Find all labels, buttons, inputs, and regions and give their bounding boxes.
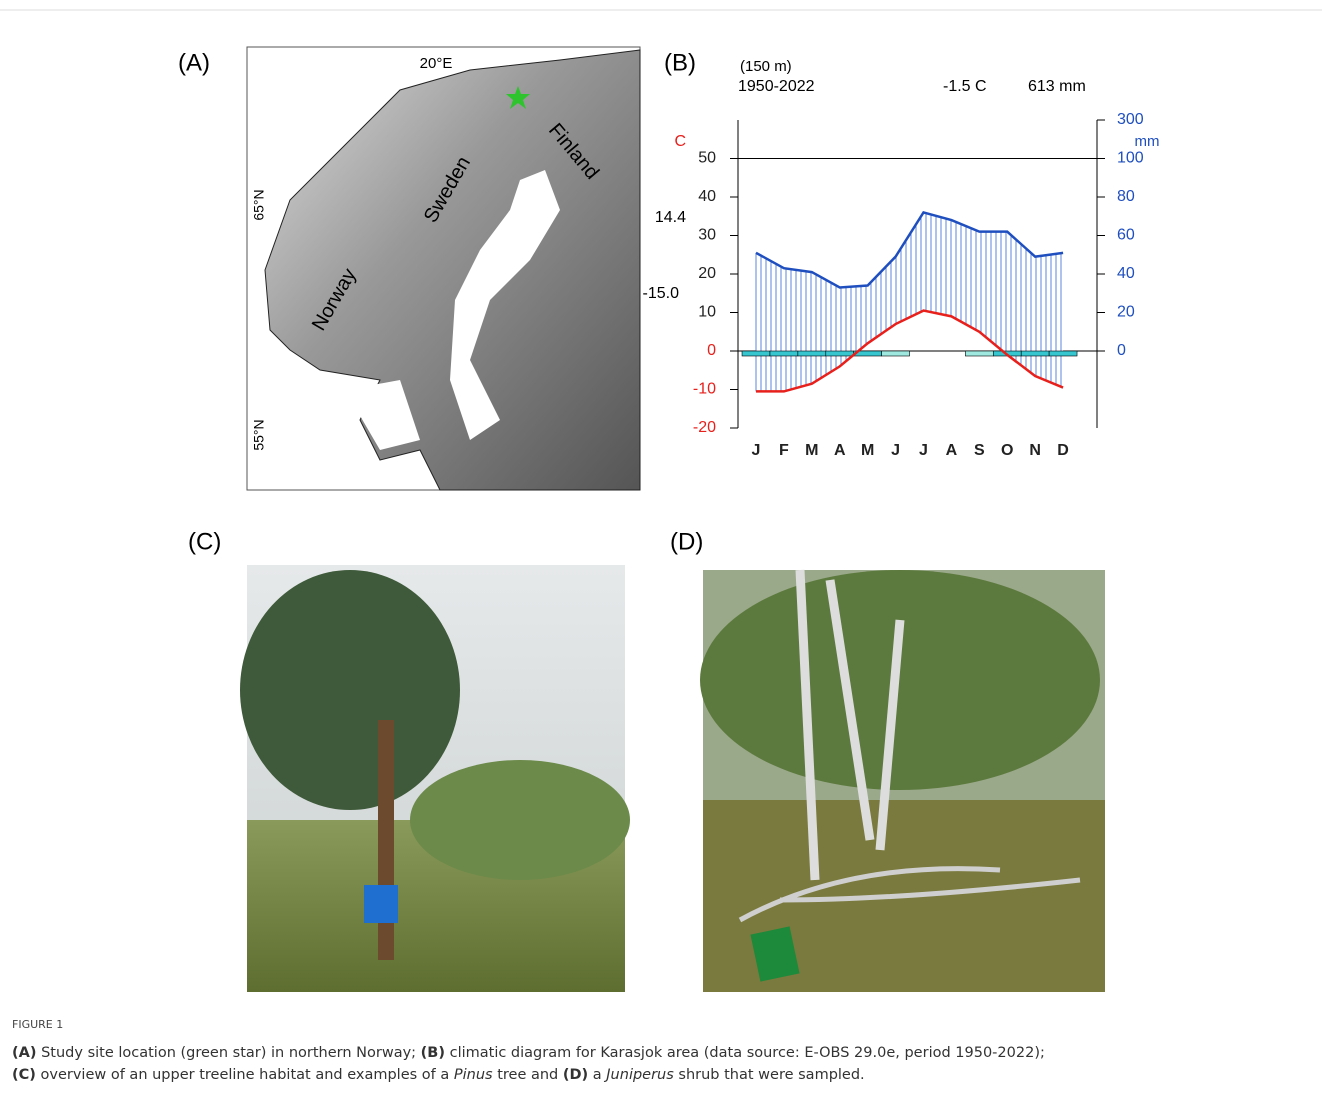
y-tick-label: -10 (693, 381, 716, 398)
person (364, 885, 398, 923)
caption: (A) Study site location (green star) in … (12, 1042, 1045, 1086)
foliage (700, 570, 1100, 790)
frost-bar (882, 351, 910, 356)
panel-label: (C) (188, 528, 221, 555)
y-tick-label: -20 (693, 419, 716, 436)
y2-tick-label: 40 (1117, 265, 1135, 282)
caption-part: (A) (12, 1045, 36, 1061)
y2-tick-label: 0 (1117, 342, 1126, 359)
caption-part: (C) (12, 1067, 36, 1083)
x-tick-label: F (779, 442, 789, 459)
y2-tick-label: 80 (1117, 188, 1135, 205)
chart-mean-temp: -1.5 C (943, 78, 987, 95)
caption-part: (D) (563, 1067, 588, 1083)
frost-bar (826, 351, 854, 356)
caption-part: Juniperus (606, 1067, 674, 1083)
chart-period: 1950-2022 (738, 78, 815, 95)
figure: (A) (B) (C) (D) 20°E 65°N 55°N Norway Sw… (0, 0, 1322, 1010)
frost-bar (1021, 351, 1049, 356)
page: (A) (B) (C) (D) 20°E 65°N 55°N Norway Sw… (0, 0, 1322, 1100)
caption-part: shrub that were sampled. (674, 1067, 865, 1083)
tree-trunk (378, 720, 394, 960)
photo-d (700, 570, 1105, 992)
shrubs (410, 760, 630, 880)
caption-part: a (588, 1067, 606, 1083)
x-tick-label: S (974, 442, 985, 459)
caption-part: overview of an upper treeline habitat an… (36, 1067, 454, 1083)
chart-elevation: (150 m) (740, 58, 792, 75)
y2-axis-label: mm (1135, 133, 1160, 150)
y2-tick-label: 20 (1117, 304, 1135, 321)
chart-annual-precip: 613 mm (1028, 78, 1086, 95)
y-tick-label: 40 (698, 188, 716, 205)
x-tick-label: D (1057, 442, 1069, 459)
y-tick-label: 0 (707, 342, 716, 359)
lon-label: 20°E (420, 55, 453, 72)
caption-part: (B) (421, 1045, 445, 1061)
panel-label: (A) (178, 49, 210, 76)
x-tick-label: M (805, 442, 818, 459)
y2-tick-label: 100 (1117, 150, 1144, 167)
caption-part: tree and (493, 1067, 563, 1083)
x-tick-label: O (1001, 442, 1013, 459)
x-tick-label: N (1029, 442, 1041, 459)
x-tick-label: A (946, 442, 958, 459)
x-tick-label: A (834, 442, 846, 459)
y-tick-label: 10 (698, 304, 716, 321)
panel-label: (B) (664, 49, 696, 76)
side-label: -15.0 (643, 285, 680, 302)
x-tick-label: M (861, 442, 874, 459)
climate-chart: (150 m) 1950-2022 -1.5 C 613 mm 14.4 -15… (643, 58, 1160, 459)
lat-label: 55°N (251, 419, 267, 450)
frost-bar (798, 351, 826, 356)
map: 20°E 65°N 55°N Norway Sweden Finland (247, 47, 640, 490)
panel-label: (D) (670, 528, 703, 555)
caption-part: Pinus (454, 1067, 493, 1083)
frost-bar (770, 351, 798, 356)
y-tick-label: 20 (698, 265, 716, 282)
y2-tick-label: 60 (1117, 227, 1135, 244)
lat-label: 65°N (251, 189, 267, 220)
side-label: 14.4 (655, 209, 686, 226)
caption-label: FIGURE 1 (12, 1018, 63, 1031)
y-tick-label: 50 (698, 150, 716, 167)
frost-bar (742, 351, 770, 356)
x-tick-label: J (919, 442, 928, 459)
x-tick-label: J (752, 442, 761, 459)
photo-c (240, 565, 630, 992)
x-tick-label: J (891, 442, 900, 459)
y-tick-label: 30 (698, 227, 716, 244)
tree-crown (240, 570, 460, 810)
caption-part: Study site location (green star) in nort… (36, 1045, 420, 1061)
frost-bar (1049, 351, 1077, 356)
y-axis-label: C (674, 133, 686, 150)
frost-bar (965, 351, 993, 356)
caption-part: climatic diagram for Karasjok area (data… (445, 1045, 1045, 1061)
y2-tick-label: 300 (1117, 111, 1144, 128)
